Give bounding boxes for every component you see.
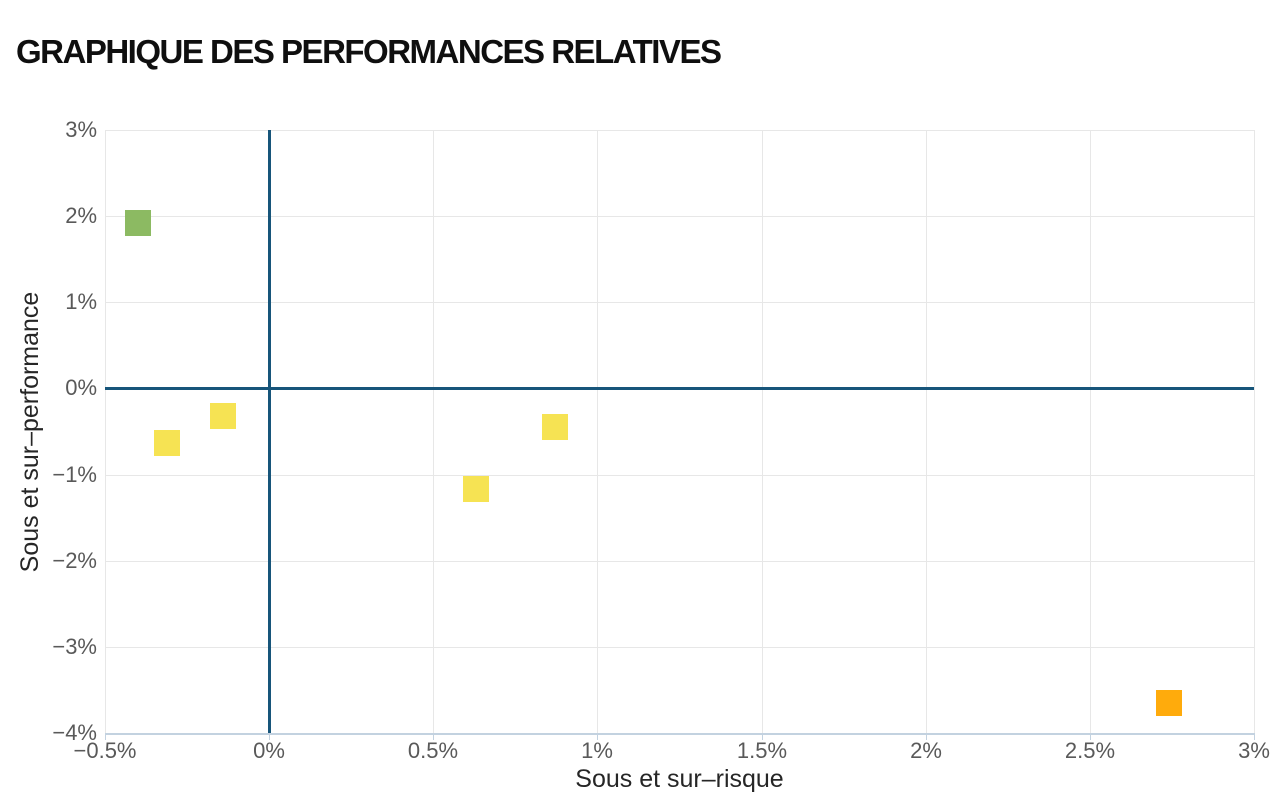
v-gridline	[597, 130, 598, 733]
v-gridline	[433, 130, 434, 733]
y-tick-label: 2%	[65, 203, 97, 228]
x-tick-label: 0.5%	[407, 738, 459, 763]
h-gridline	[105, 475, 1254, 476]
h-gridline	[105, 302, 1254, 303]
plot-area	[105, 130, 1255, 733]
x-tick-mark	[1254, 735, 1255, 740]
data-point-yellow[interactable]	[210, 402, 237, 429]
x-tick-label: 1%	[581, 738, 613, 763]
v-gridline	[762, 130, 763, 733]
h-gridline	[105, 647, 1254, 648]
y-axis-title: Sous et sur–performance	[16, 291, 44, 573]
x-zero-line	[105, 387, 1254, 390]
y-zero-line	[268, 130, 271, 733]
v-gridline	[105, 130, 106, 733]
x-tick-mark	[762, 735, 763, 740]
h-gridline	[105, 216, 1254, 217]
h-gridline	[105, 130, 1254, 131]
x-tick-mark	[105, 735, 106, 740]
y-tick-label: −1%	[52, 462, 97, 487]
x-tick-mark	[926, 735, 927, 740]
data-point-yellow[interactable]	[541, 414, 568, 441]
data-point-yellow[interactable]	[462, 476, 489, 503]
y-tick-label: −4%	[52, 720, 97, 745]
x-axis-title: Sous et sur–risque	[575, 765, 784, 793]
v-gridline	[926, 130, 927, 733]
h-gridline	[105, 561, 1254, 562]
x-tick-mark	[433, 735, 434, 740]
x-tick-label: 2.5%	[1064, 738, 1116, 763]
y-tick-label: 3%	[65, 117, 97, 142]
x-tick-mark	[1090, 735, 1091, 740]
v-gridline	[1254, 130, 1255, 733]
data-point-yellow[interactable]	[154, 429, 181, 456]
y-tick-label: −2%	[52, 548, 97, 573]
x-tick-label: 1.5%	[736, 738, 788, 763]
data-point-green[interactable]	[124, 210, 151, 237]
v-gridline	[1090, 130, 1091, 733]
chart-title: GRAPHIQUE DES PERFORMANCES RELATIVES	[16, 33, 722, 70]
x-tick-mark	[269, 735, 270, 740]
x-tick-label: 2%	[910, 738, 942, 763]
x-tick-label: −0.5%	[73, 738, 137, 763]
y-tick-label: −3%	[52, 634, 97, 659]
x-axis-line	[105, 733, 1255, 735]
x-tick-mark	[597, 735, 598, 740]
y-tick-label: 0%	[65, 375, 97, 400]
data-point-orange[interactable]	[1155, 689, 1182, 716]
x-tick-label: 0%	[253, 738, 285, 763]
y-tick-label: 1%	[65, 289, 97, 314]
x-tick-label: 3%	[1238, 738, 1270, 763]
